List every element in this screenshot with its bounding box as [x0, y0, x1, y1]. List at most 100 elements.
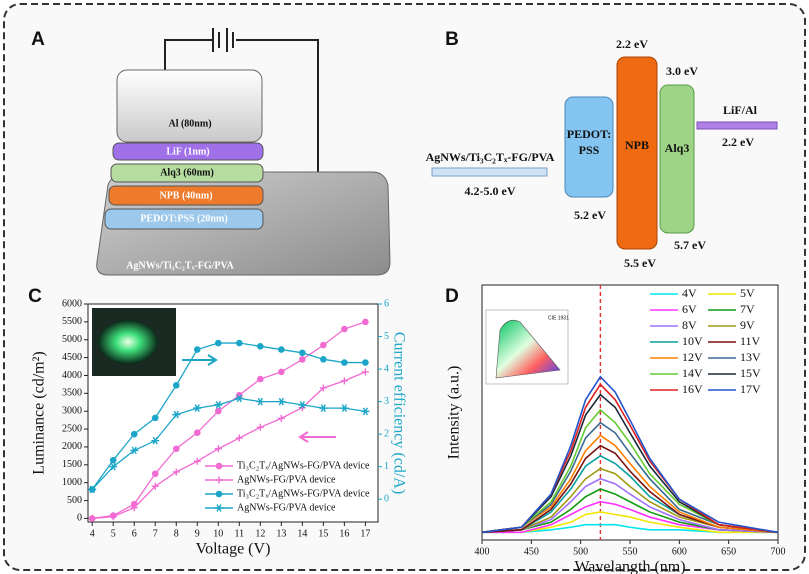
cie-diagram: [495, 319, 561, 379]
marker: [256, 397, 265, 406]
layer-label: NPB: [625, 138, 649, 152]
series-line: [481, 467, 779, 534]
layer-label: Al (80nm): [168, 118, 211, 129]
series-line: [481, 393, 779, 534]
legend-marker: [215, 476, 223, 484]
x-axis-label: Voltage (V): [196, 541, 271, 558]
y2-tick-label: 0: [384, 494, 389, 505]
legend-label: 13V: [740, 350, 761, 364]
alq3-box: [659, 84, 695, 234]
y2-tick-label: 5: [384, 331, 389, 342]
level-label: 5.5 eV: [624, 256, 656, 270]
marker: [193, 429, 201, 436]
marker: [193, 404, 202, 412]
marker: [278, 368, 285, 376]
y-tick-label: 1000: [62, 477, 82, 488]
marker: [214, 339, 222, 347]
series-line: [481, 488, 779, 534]
series-line: [481, 434, 779, 534]
panel-label: C: [28, 286, 42, 307]
layer-label: NPB (40nm): [159, 190, 212, 201]
layer-pedot: [104, 208, 264, 230]
series-line: [92, 321, 366, 520]
series-line: [91, 342, 366, 490]
x-tick-label: 15: [318, 528, 328, 539]
series-line: [92, 371, 366, 520]
layer-label: LiF (1nm): [166, 146, 209, 157]
x-tick-label: 14: [297, 528, 307, 539]
layer-label: AgNWs/Ti₃C₂Tₓ-FG/PVA: [126, 260, 234, 271]
legend-label: 6V: [682, 302, 697, 316]
marker: [341, 325, 348, 333]
legend-label: 10V: [682, 334, 703, 348]
panel-b: B AgNWs/Ti₃C₂Tₓ-FG/PVA 4.2-5.0 eV PEDOT:…: [426, 29, 778, 270]
x-tick-label: 8: [174, 528, 179, 539]
marker: [214, 401, 223, 409]
x-tick-label: 550: [623, 546, 638, 557]
marker: [172, 468, 180, 476]
marker: [257, 375, 264, 383]
x-axis-label: Wavelangth (nm): [574, 559, 685, 574]
marker: [299, 349, 306, 357]
axis-arrow: [182, 354, 218, 366]
layer-label: PEDOT:PSS (20nm): [140, 213, 227, 224]
marker: [236, 339, 243, 347]
marker: [362, 318, 369, 326]
legend-marker: [215, 504, 223, 512]
marker: [257, 342, 264, 350]
legend-label: Ti₃C₂Tₓ/AgNWs-FG/PVA device: [237, 488, 370, 499]
layer-lif: [112, 142, 264, 161]
legend-label: 12V: [682, 350, 703, 364]
marker: [172, 445, 180, 453]
y-tick-label: 5500: [62, 316, 82, 327]
marker: [319, 384, 327, 392]
marker: [341, 359, 348, 366]
marker: [193, 457, 201, 465]
y-axis-label: Intensity (a.u.): [446, 366, 463, 460]
x-tick-label: 9: [195, 528, 200, 539]
level-label: LiF/Al: [723, 103, 758, 117]
x-tick-label: 600: [672, 546, 687, 557]
legend-label: 16V: [682, 382, 703, 396]
y-tick-label: 2500: [62, 423, 82, 434]
y-tick-label: 6000: [62, 298, 82, 309]
y-axis-label: Luminance (cd/m²): [31, 351, 48, 474]
marker: [130, 430, 138, 438]
legend-label: 7V: [740, 302, 755, 316]
marker: [362, 359, 369, 366]
y2-tick-label: 3: [384, 396, 389, 407]
marker: [109, 456, 117, 464]
panel-a: A Al (80nm) LiF (1nm) Alq3 (60nm) NPB (4…: [31, 28, 391, 276]
legend-label: 5V: [740, 286, 755, 300]
layer-label: PEDOT:: [567, 127, 611, 141]
marker: [235, 434, 243, 442]
marker: [130, 504, 138, 512]
legend-marker: [215, 490, 223, 498]
legend-label: AgNWs-FG/PVA device: [237, 502, 336, 513]
y2-tick-label: 2: [384, 428, 389, 439]
electrode-bar: [431, 167, 548, 177]
marker: [88, 514, 96, 522]
layer-label: Alq3: [665, 141, 690, 155]
y2-tick-label: 4: [384, 363, 389, 374]
legend-label: 8V: [682, 318, 697, 332]
marker: [320, 356, 327, 363]
marker: [88, 485, 97, 494]
series-line: [481, 477, 779, 534]
panel-label: B: [445, 29, 459, 50]
layer-npb: [108, 185, 264, 206]
x-tick-label: 17: [360, 528, 370, 539]
series-line: [481, 375, 779, 534]
x-tick-label: 650: [721, 546, 736, 557]
legend-label: 9V: [740, 318, 755, 332]
axis-arrow: [298, 431, 336, 443]
x-tick-label: 4: [90, 528, 95, 539]
level-label: 5.7 eV: [674, 238, 706, 252]
panel-label: A: [31, 29, 45, 50]
x-tick-label: 400: [475, 546, 490, 557]
y-tick-label: 3500: [62, 388, 82, 399]
x-tick-label: 13: [276, 528, 286, 539]
marker: [235, 394, 244, 403]
layer-al: [116, 69, 263, 143]
